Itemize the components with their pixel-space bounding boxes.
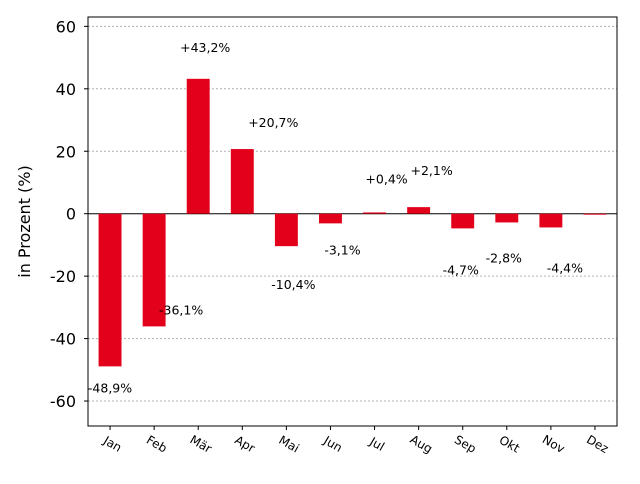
bars bbox=[98, 78, 607, 367]
plot-frame bbox=[87, 16, 618, 427]
data-label: -10,4% bbox=[271, 277, 315, 292]
data-label: +43,2% bbox=[180, 40, 230, 55]
data-label: +20,7% bbox=[248, 115, 298, 130]
bar bbox=[407, 207, 431, 214]
data-label: -2,8% bbox=[486, 250, 522, 265]
bar bbox=[451, 213, 475, 229]
bar bbox=[539, 213, 563, 228]
data-label: -3,1% bbox=[324, 242, 360, 257]
data-labels: -48,9% -36,1% +43,2% +20,7% -10,4% -3,1% +0,4%… bbox=[88, 40, 583, 396]
bar bbox=[274, 213, 298, 247]
bar bbox=[363, 212, 387, 214]
data-label: +2,1% bbox=[411, 163, 453, 178]
bar bbox=[230, 149, 254, 214]
bar bbox=[583, 213, 607, 215]
bar bbox=[98, 213, 122, 367]
bar bbox=[186, 78, 210, 214]
bar bbox=[142, 213, 166, 327]
y-tick-label: 60 bbox=[56, 17, 76, 36]
data-label: -48,9% bbox=[88, 380, 132, 395]
y-tick-label: -60 bbox=[50, 392, 76, 411]
y-axis-label: in Prozent (%) bbox=[15, 165, 34, 277]
y-tick-label: 20 bbox=[56, 142, 76, 161]
y-tick-label: -20 bbox=[50, 267, 76, 286]
grid-lines bbox=[88, 25, 617, 402]
y-tick-label: 0 bbox=[66, 205, 76, 224]
data-label: -36,1% bbox=[159, 302, 203, 317]
bar bbox=[318, 213, 342, 224]
data-label: -4,4% bbox=[547, 260, 583, 275]
y-tick-label: 40 bbox=[56, 80, 76, 99]
y-axis-ticks: 60 40 20 0 -20 -40 -60 bbox=[50, 17, 88, 411]
data-label: +0,4% bbox=[365, 171, 407, 186]
bar bbox=[495, 213, 519, 223]
x-tick-label: Jul bbox=[367, 434, 387, 454]
y-tick-label: -40 bbox=[50, 330, 76, 349]
data-label: -4,7% bbox=[443, 262, 479, 277]
